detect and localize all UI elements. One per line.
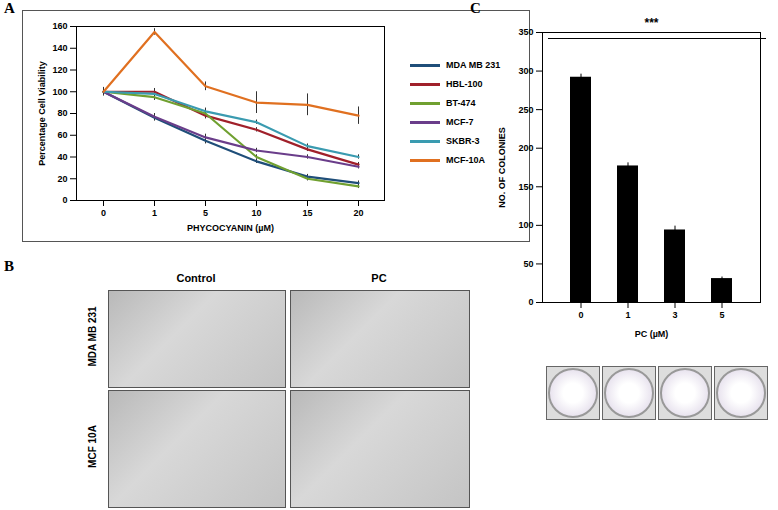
svg-text:5: 5 [203, 208, 208, 218]
svg-text:15: 15 [302, 208, 312, 218]
html-text:MCF 10A: MCF 10A [86, 425, 98, 468]
svg-text:3: 3 [672, 310, 677, 320]
svg-text:350: 350 [518, 27, 533, 37]
html-text:MCF-7: MCF-7 [446, 117, 474, 127]
html-text:SKBR-3: SKBR-3 [446, 136, 480, 146]
html-text:PC: PC [371, 272, 387, 284]
html-text:A: A [4, 0, 15, 16]
html-text:BT-474: BT-474 [446, 98, 476, 108]
svg-text:0: 0 [528, 297, 533, 307]
html-text:MCF-10A: MCF-10A [446, 155, 485, 165]
svg-text:40: 40 [57, 152, 67, 162]
svg-text:120: 120 [52, 65, 67, 75]
html-text:C: C [470, 0, 481, 16]
svg-text:50: 50 [523, 259, 533, 269]
html-text:MDA MB 231: MDA MB 231 [86, 306, 98, 367]
svg-text:5: 5 [719, 310, 724, 320]
svg-text:0: 0 [101, 208, 106, 218]
svg-text:250: 250 [518, 105, 533, 115]
svg-text:***: *** [644, 16, 658, 30]
svg-text:60: 60 [57, 130, 67, 140]
svg-text:100: 100 [52, 87, 67, 97]
svg-text:0: 0 [62, 195, 67, 205]
svg-text:0: 0 [578, 310, 583, 320]
svg-text:80: 80 [57, 108, 67, 118]
html-text:MDA MB 231: MDA MB 231 [446, 60, 501, 70]
svg-text:NO. OF COLONIES: NO. OF COLONIES [497, 127, 507, 208]
svg-text:20: 20 [57, 174, 67, 184]
svg-text:20: 20 [353, 208, 363, 218]
svg-text:PHYCOCYANIN (µM): PHYCOCYANIN (µM) [187, 223, 274, 233]
svg-text:140: 140 [52, 43, 67, 53]
html-text:HBL-100: HBL-100 [446, 79, 483, 89]
svg-text:1: 1 [152, 208, 157, 218]
svg-text:300: 300 [518, 66, 533, 76]
svg-text:1: 1 [625, 310, 630, 320]
svg-text:200: 200 [518, 143, 533, 153]
svg-text:PC (µM): PC (µM) [635, 329, 669, 339]
svg-text:Percentage Cell Viability: Percentage Cell Viability [37, 61, 47, 165]
svg-text:10: 10 [251, 208, 261, 218]
svg-text:150: 150 [518, 182, 533, 192]
html-text:B: B [4, 258, 14, 274]
svg-text:160: 160 [52, 21, 67, 31]
html-text:Control: Control [176, 272, 216, 284]
svg-text:100: 100 [518, 220, 533, 230]
